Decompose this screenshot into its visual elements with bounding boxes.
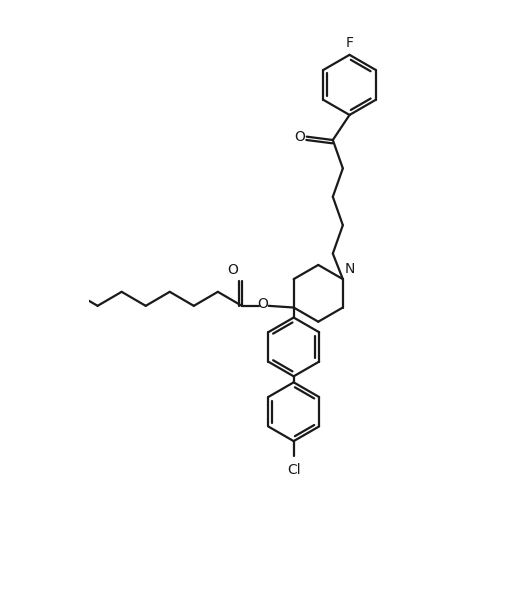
Text: O: O <box>227 263 238 277</box>
Text: F: F <box>346 36 353 50</box>
Text: N: N <box>344 263 354 277</box>
Text: O: O <box>294 130 305 144</box>
Text: O: O <box>257 297 268 311</box>
Text: Cl: Cl <box>287 463 301 477</box>
